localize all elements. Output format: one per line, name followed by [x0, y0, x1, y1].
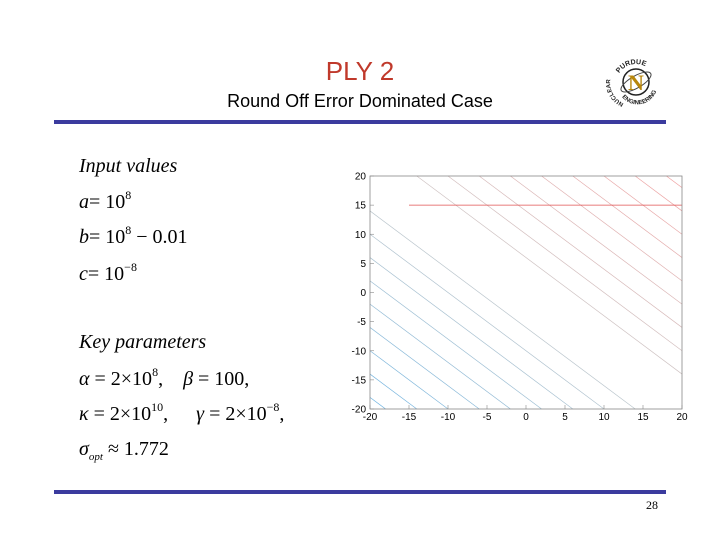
y-tick-label: 10	[355, 230, 367, 241]
purdue-nuclear-engineering-logo: N PURDUE NUCLEAR ENGINEERING	[606, 59, 658, 107]
contour-line	[369, 303, 511, 410]
contour-line	[369, 233, 605, 410]
page-number: 28	[646, 498, 658, 512]
plot-axes	[369, 175, 683, 410]
contour-line	[416, 175, 683, 375]
x-tick-label: -10	[441, 412, 456, 423]
logo-letter: N	[628, 70, 644, 95]
x-tick-label: -20	[363, 412, 378, 423]
contour-line	[634, 175, 683, 212]
contour-line	[541, 175, 683, 282]
contour-line	[447, 175, 683, 352]
equation-a: a= 108	[79, 188, 132, 213]
contour-line	[369, 350, 449, 410]
title-divider	[54, 120, 666, 124]
contour-lines	[369, 175, 683, 410]
y-axis-tick-labels: 20 15 10 5 0 -5 -10 -15 -20	[352, 172, 367, 416]
y-tick-label: 20	[355, 172, 367, 183]
x-tick-label: 15	[637, 412, 649, 423]
slide-subtitle: Round Off Error Dominated Case	[227, 91, 493, 111]
x-tick-label: 10	[598, 412, 610, 423]
contour-line	[369, 280, 542, 410]
contour-line	[369, 373, 418, 410]
contour-line	[572, 175, 683, 258]
contour-line	[369, 210, 636, 410]
y-tick-label: -15	[352, 375, 367, 386]
key-parameters-heading: Key parameters	[79, 331, 207, 353]
y-tick-label: 15	[355, 201, 367, 212]
x-tick-label: -5	[483, 412, 492, 423]
x-axis-tick-labels: -20 -15 -10 -5 0 5 10 15 20	[363, 412, 688, 423]
y-tick-label: -20	[352, 405, 367, 416]
contour-line	[510, 175, 683, 305]
equation-alpha-beta: α = 2×108, β = 100,	[79, 365, 250, 390]
y-tick-label: 0	[360, 288, 366, 299]
y-tick-label: -5	[357, 317, 366, 328]
input-values-heading: Input values	[79, 155, 178, 177]
equation-b: b= 108 − 0.01	[79, 223, 188, 248]
footer-divider	[54, 490, 666, 494]
equation-c: c= 10−8	[79, 260, 137, 285]
y-tick-label: 5	[360, 259, 366, 270]
x-tick-label: 20	[676, 412, 688, 423]
y-tick-label: -10	[352, 346, 367, 357]
equation-sigma: σopt ≈ 1.772	[79, 438, 169, 463]
x-tick-label: 0	[523, 412, 529, 423]
x-tick-label: 5	[562, 412, 568, 423]
slide-title: PLY 2	[325, 56, 395, 86]
x-tick-label: -15	[402, 412, 417, 423]
contour-line	[666, 175, 683, 188]
contour-line	[478, 175, 683, 328]
contour-line	[369, 327, 480, 410]
contour-line	[369, 397, 386, 410]
contour-line	[369, 257, 574, 410]
equation-kappa-gamma: κ = 2×1010, γ = 2×10−8,	[79, 400, 285, 425]
